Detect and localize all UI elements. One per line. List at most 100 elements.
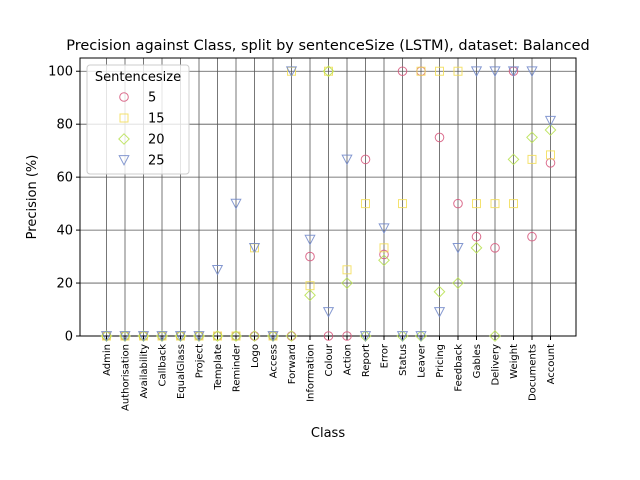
point-15-Action [342,265,352,275]
x-tick-label: Availability [139,344,150,399]
y-tick-label: 20 [56,277,73,292]
legend-marker-20 [118,133,130,145]
y-tick-label: 40 [56,224,73,239]
x-tick-label: Gables [472,344,483,378]
x-tick-label: Admin [102,344,113,376]
legend-title: Sentencesize [95,70,181,85]
point-25-Logo [248,243,261,254]
series-25 [100,66,557,342]
point-20-Action [341,277,353,289]
point-15-Template [213,331,222,341]
point-20-Colour [322,65,335,78]
point-5-Status [397,66,408,77]
point-25-Weight [507,66,520,78]
point-25-Leaver [415,331,427,342]
point-20-Template [211,330,224,342]
point-5-Delivery [490,243,500,253]
point-25-Status [396,331,409,342]
x-tick-label: Account [546,344,557,384]
x-tick-label: Action [343,344,354,375]
x-tick-label: Leaver [417,343,428,378]
point-5-Documents [527,231,537,242]
legend-label-20: 20 [148,133,165,148]
x-axis-label: Class [311,426,345,441]
point-25-EqualGlass [174,331,187,342]
point-5-Forward [286,331,297,341]
point-20-Information [304,289,316,302]
point-25-Access [267,331,279,342]
x-tick-label: Logo [250,344,261,368]
x-tick-label: Colour [324,343,335,376]
point-5-Gables [471,231,482,242]
point-20-Logo [248,330,261,342]
point-15-Report [361,199,370,209]
point-25-Availability [137,331,150,342]
legend-marker-5 [119,92,129,102]
point-20-Account [544,124,557,136]
axis-ticks: 0 20 40 60 80 100 Admin Authorisation Availabili… [48,65,557,411]
point-15-Feedback [453,66,463,76]
point-20-Weight [507,153,520,166]
point-15-Gables [472,199,481,209]
point-5-Report [360,154,371,165]
point-25-Feedback [452,243,464,254]
point-5-Logo [249,331,260,341]
point-5-Colour [323,331,334,341]
y-tick-label: 0 [65,330,73,345]
point-15-Weight [509,199,518,209]
x-tick-label: Reminder [232,343,243,392]
x-tick-label: EqualGlass [176,344,187,399]
x-tick-label: Callback [158,344,169,387]
chart-title: Precision against Class, split by senten… [66,38,589,54]
x-tick-label: Forward [287,344,298,384]
point-25-Documents [526,66,538,78]
point-25-Project [193,331,205,342]
point-15-Colour [324,66,333,76]
y-tick-label: 60 [56,171,73,186]
y-tick-label: 100 [48,65,73,80]
legend-label-5: 5 [148,91,156,106]
point-25-Error [378,223,390,235]
point-5-Action [342,331,352,341]
point-15-Account [546,150,555,160]
x-tick-label: Template [213,344,224,391]
point-25-Delivery [489,66,501,78]
point-20-Delivery [489,330,501,342]
x-tick-label: Access [269,344,280,378]
point-20-Pricing [433,285,446,298]
point-5-Pricing [434,132,445,143]
point-25-Information [304,234,316,246]
series-15 [102,66,555,341]
point-25-Pricing [433,307,446,318]
x-tick-label: Authorisation [121,344,132,411]
data-points [100,65,557,342]
point-25-Reminder [230,198,242,210]
legend-label-25: 25 [148,154,165,169]
point-25-Authorisation [119,331,131,342]
point-15-Pricing [435,66,444,76]
point-20-Forward [285,330,298,342]
point-15-Documents [527,154,537,164]
x-tick-label: Information [306,344,317,402]
point-25-Gables [470,66,483,78]
point-25-Template [211,264,224,276]
y-axis-label: Precision (%) [25,155,40,240]
point-15-Error [379,243,389,253]
point-15-Reminder [231,331,241,341]
x-tick-label: Report [361,344,372,377]
x-tick-label: Error [380,343,391,368]
point-15-Status [398,199,407,209]
point-5-Error [379,249,389,260]
y-tick-label: 80 [56,118,73,133]
point-5-Feedback [453,198,463,209]
point-20-Reminder [230,330,242,342]
point-25-Admin [100,331,113,342]
x-tick-label: Weight [509,344,520,379]
x-tick-label: Documents [528,344,539,401]
x-tick-label: Pricing [435,344,446,378]
point-15-Delivery [490,199,500,209]
legend-box [86,64,190,175]
legend: Sentencesize 5 15 20 25 [86,64,190,175]
point-20-Feedback [452,277,464,289]
